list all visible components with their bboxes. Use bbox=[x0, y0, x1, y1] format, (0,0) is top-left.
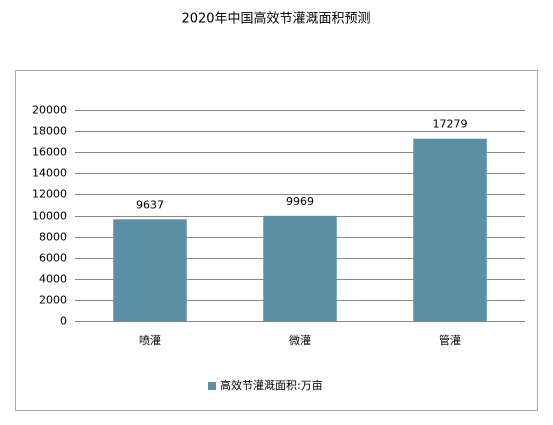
bar bbox=[113, 219, 187, 321]
y-tick-label: 6000 bbox=[39, 252, 67, 265]
y-tick-label: 16000 bbox=[32, 146, 67, 159]
chart-frame bbox=[15, 70, 538, 411]
y-tick-label: 0 bbox=[60, 315, 67, 328]
y-tick-label: 8000 bbox=[39, 231, 67, 244]
y-tick-label: 18000 bbox=[32, 125, 67, 138]
x-tick-label: 管灌 bbox=[439, 333, 461, 347]
y-tick-label: 4000 bbox=[39, 273, 67, 286]
x-tick-label: 微灌 bbox=[289, 333, 311, 347]
y-tick-label: 10000 bbox=[32, 210, 67, 223]
x-tick-label: 喷灌 bbox=[139, 334, 161, 347]
legend-label: 高效节灌溉面积:万亩 bbox=[220, 378, 323, 392]
data-label: 9637 bbox=[136, 198, 164, 211]
y-tick-label: 14000 bbox=[32, 167, 67, 180]
data-label: 17279 bbox=[433, 118, 468, 131]
bar bbox=[263, 215, 337, 321]
y-tick-label: 2000 bbox=[39, 294, 67, 307]
data-label: 9969 bbox=[286, 195, 314, 208]
legend-swatch bbox=[208, 382, 216, 390]
y-tick-label: 12000 bbox=[32, 188, 67, 201]
chart-title: 2020年中国高效节灌溉面积预测 bbox=[181, 11, 370, 27]
y-tick-label: 20000 bbox=[32, 104, 67, 117]
bar bbox=[413, 138, 487, 321]
